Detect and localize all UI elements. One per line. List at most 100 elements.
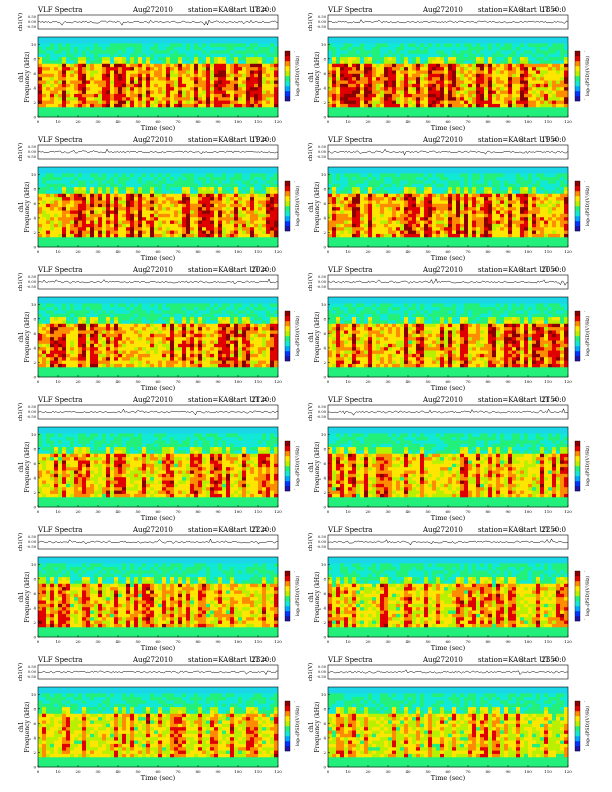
spectrogram-cell xyxy=(468,180,473,184)
spectrogram-cell xyxy=(396,113,401,118)
spectrogram-cell xyxy=(158,203,163,208)
spectrogram-cell xyxy=(210,186,215,191)
spectrogram-cell xyxy=(266,66,271,71)
spectrogram-cell xyxy=(130,90,135,94)
spectrogram-cell xyxy=(230,190,235,194)
spectrogram-cell xyxy=(178,230,183,234)
spectrogram-cell xyxy=(372,196,377,201)
spectrogram-cell xyxy=(142,200,147,204)
spectrogram-cell xyxy=(460,200,465,204)
spectrogram-cell xyxy=(400,236,405,241)
spectrogram-cell xyxy=(226,53,231,58)
spectrogram-cell xyxy=(198,60,203,64)
spectrogram-cell xyxy=(182,86,187,91)
spectrogram-cell xyxy=(98,213,103,218)
spectrogram-cell xyxy=(368,193,373,198)
spectrogram-cell xyxy=(552,113,557,118)
spectrogram-cell xyxy=(548,73,553,78)
spectrogram-cell xyxy=(548,43,553,48)
spectrogram-cell xyxy=(560,96,565,101)
spectrogram-cell xyxy=(456,196,461,201)
spectrogram-cell xyxy=(500,46,505,51)
spectrogram-cell xyxy=(270,196,275,201)
spectrogram-cell xyxy=(134,70,139,74)
spectrogram-cell xyxy=(336,230,341,234)
spectrogram-cell xyxy=(270,193,275,198)
spectrogram-cell xyxy=(448,66,453,71)
spectrogram-cell xyxy=(468,46,473,51)
spectrogram-cell xyxy=(162,223,167,228)
spectrogram-cell xyxy=(452,173,457,178)
spectrogram-cell xyxy=(392,200,397,204)
spectrogram-cell xyxy=(420,100,425,104)
spectrogram-cell xyxy=(242,203,247,208)
spectrogram-cell xyxy=(154,100,159,104)
spectrogram-cell xyxy=(254,216,259,221)
x-tick-label: 30 xyxy=(95,119,101,124)
spectrogram-cell xyxy=(186,100,191,104)
spectrogram-cell xyxy=(364,216,369,221)
spectrogram-cell xyxy=(380,66,385,71)
spectrogram-cell xyxy=(86,56,91,61)
spectrogram-cell xyxy=(400,240,405,244)
spectrogram-cell xyxy=(178,96,183,101)
spectrogram-cell xyxy=(412,176,417,181)
spectrogram-cell xyxy=(218,103,223,108)
spectrogram-cell xyxy=(46,236,51,241)
x-tick-label: 30 xyxy=(385,119,391,124)
x-tick-label: 80 xyxy=(485,119,491,124)
spectrogram-cell xyxy=(352,243,357,248)
spectrogram-cell xyxy=(198,203,203,208)
spectrogram-cell xyxy=(328,63,333,68)
spectrogram-cell xyxy=(182,176,187,181)
spectrogram-cell xyxy=(42,193,47,198)
spectrogram-cell xyxy=(424,50,429,54)
spectrogram-cell xyxy=(356,63,361,68)
spectrogram-cell xyxy=(500,60,505,64)
spectrogram-cell xyxy=(174,183,179,188)
spectrogram-cell xyxy=(508,63,513,68)
spectrogram-cell xyxy=(182,63,187,68)
spectrogram-cell xyxy=(138,200,143,204)
spectrogram-cell xyxy=(74,80,79,84)
spectrogram-cell xyxy=(158,60,163,64)
spectrogram-cell xyxy=(464,210,469,214)
spectrogram-cell xyxy=(332,43,337,48)
spectrogram-cell xyxy=(456,180,461,184)
spectrogram-cell xyxy=(94,86,99,91)
spectrogram-cell xyxy=(520,66,525,71)
spectrogram-cell xyxy=(364,70,369,74)
spectrogram-cell xyxy=(396,176,401,181)
spectrogram-cell xyxy=(436,183,441,188)
spectrogram-cell xyxy=(428,206,433,211)
spectrogram-cell xyxy=(98,90,103,94)
spectrogram-cell xyxy=(456,223,461,228)
spectrogram-cell xyxy=(258,70,263,74)
spectrogram-cell xyxy=(380,240,385,244)
spectrogram-cell xyxy=(130,213,135,218)
spectrogram-cell xyxy=(392,226,397,231)
spectrogram-cell xyxy=(174,186,179,191)
spectrogram-cell xyxy=(436,226,441,231)
spectrogram-cell xyxy=(222,53,227,58)
spectrogram-cell xyxy=(178,216,183,221)
spectrogram-cell xyxy=(154,106,159,111)
spectrogram-cell xyxy=(448,90,453,94)
spectrogram-cell xyxy=(364,103,369,108)
spectrogram-cell xyxy=(520,93,525,98)
spectrogram-cell xyxy=(238,86,243,91)
spectrogram-cell xyxy=(146,106,151,111)
spectrogram-cell xyxy=(416,66,421,71)
spectrogram-cell xyxy=(488,96,493,101)
spectrogram-cell xyxy=(540,76,545,81)
spectrogram-cell xyxy=(556,83,561,88)
spectrogram-cell xyxy=(54,236,59,241)
spectrogram-cell xyxy=(246,106,251,111)
spectrogram-cell xyxy=(86,236,91,241)
spectrogram-cell xyxy=(178,100,183,104)
spectrogram-cell xyxy=(166,53,171,58)
spectrogram-cell xyxy=(408,243,413,248)
spectrogram-cell xyxy=(408,83,413,88)
spectrogram-cell xyxy=(126,203,131,208)
spectrogram-cell xyxy=(38,236,43,241)
